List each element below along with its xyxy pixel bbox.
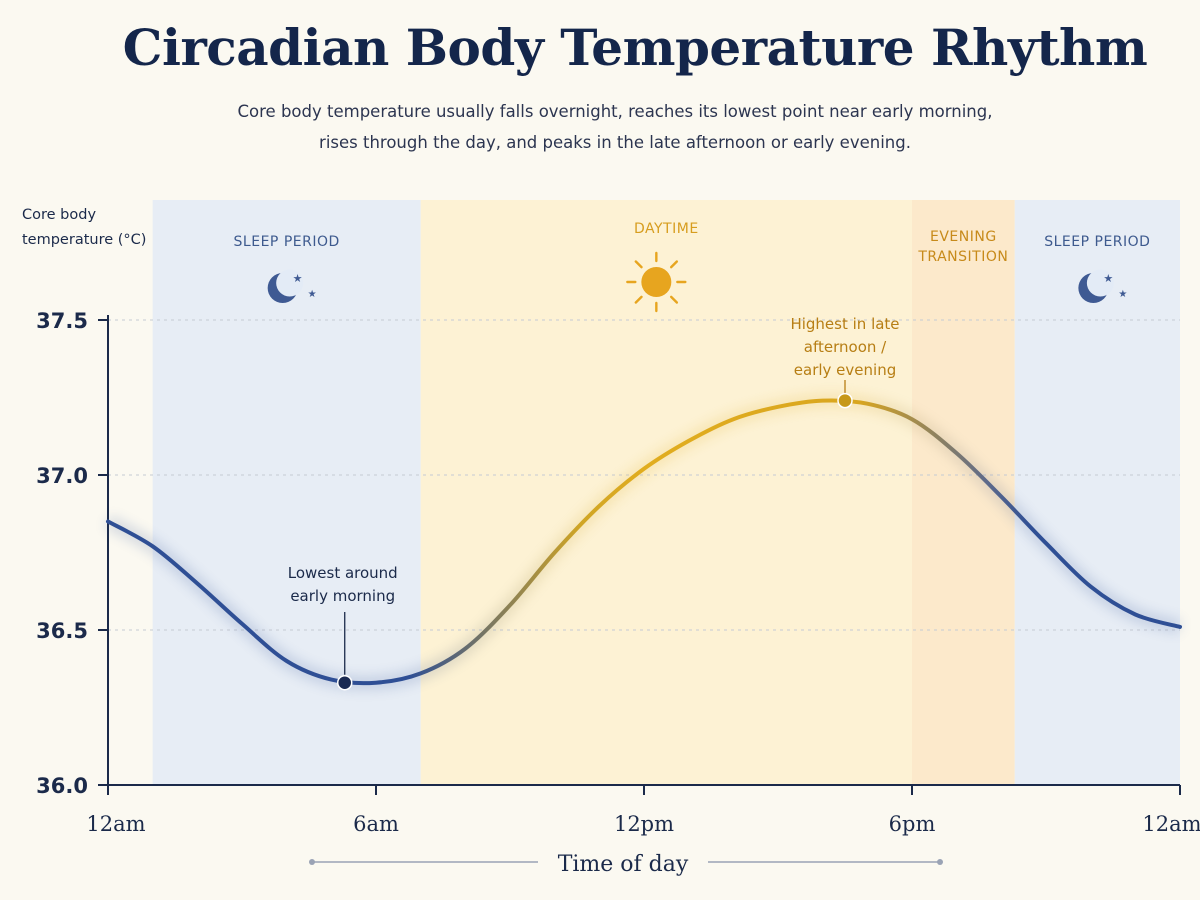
high-point-marker [837, 392, 853, 409]
band-2 [420, 200, 912, 785]
star-icon: ★ [308, 289, 317, 300]
high-point-label-line-2: afternoon / [804, 338, 887, 356]
subtitle-line-2: rises through the day, and peaks in the … [319, 133, 911, 152]
temperature-series [104, 393, 1182, 691]
y-axis-label-line-2: temperature (°C) [22, 232, 146, 248]
sun-disc [641, 267, 672, 297]
y-tick-label: 37.5 [36, 309, 88, 333]
subtitle-line-1: Core body temperature usually falls over… [237, 102, 993, 121]
x-tick-label: 6am [353, 812, 399, 836]
y-tick-label: 36.5 [36, 619, 88, 643]
star-icon: ★ [293, 272, 303, 285]
sun-ray [669, 295, 679, 304]
low-point-label-line-1: Lowest around [288, 564, 398, 582]
moon-cutout [276, 269, 304, 297]
x-tick-label: 12am [86, 812, 145, 836]
x-label-rule-dot-right [937, 859, 943, 865]
star-icon: ★ [1103, 272, 1113, 285]
moon-icon: ★★ [267, 269, 317, 303]
star-icon: ★ [1118, 289, 1127, 300]
y-axis-label-line-1: Core body [22, 207, 96, 223]
moon-icon: ★★ [1078, 269, 1127, 303]
sun-ray [634, 295, 643, 304]
sun-ray [669, 260, 679, 269]
sun-icon [626, 251, 687, 313]
axes [98, 315, 1181, 795]
y-tick-label: 37.0 [36, 464, 88, 488]
high-point-label-line-3: early evening [794, 361, 896, 379]
high-point-label-line-1: Highest in late [790, 315, 899, 333]
low-point-marker [336, 674, 353, 691]
low-point-label-line-2: early morning [290, 587, 395, 605]
band-label-1: SLEEP PERIOD [234, 234, 340, 250]
chart-subtitle: Core body temperature usually falls over… [200, 96, 1030, 158]
band-label-2: DAYTIME [634, 221, 699, 237]
band-label-3-line-1: EVENING [930, 229, 997, 245]
series-line [106, 398, 1182, 686]
chart-title: Circadian Body Temperature Rhythm [122, 18, 1148, 77]
band-label-4: SLEEP PERIOD [1044, 234, 1150, 250]
y-tick-label: 36.0 [36, 774, 88, 798]
sun-ray [634, 260, 643, 269]
chart-labels: SLEEP PERIOD DAYTIME EVENING TRANSITION SLEE… [22, 207, 1200, 877]
x-label-rule-dot-left [309, 859, 315, 865]
x-tick-label: 6pm [889, 812, 936, 836]
x-axis-label: Time of day [558, 852, 689, 877]
band-label-3-line-2: TRANSITION [917, 249, 1008, 265]
x-tick-label: 12am [1142, 812, 1200, 836]
x-tick-label: 12pm [614, 812, 674, 836]
moon-cutout [1086, 269, 1114, 297]
